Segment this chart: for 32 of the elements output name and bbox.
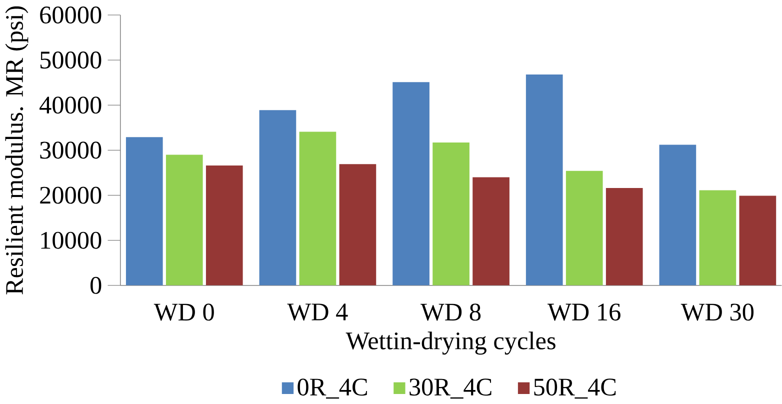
bar xyxy=(259,110,296,286)
x-tick-label: WD 30 xyxy=(680,304,754,321)
y-tick-label: 50000 xyxy=(40,52,102,69)
y-axis-title: Resilient modulus. MR (psi) xyxy=(5,6,28,294)
bar xyxy=(392,82,430,286)
x-tick-label: WD 0 xyxy=(154,304,214,321)
y-tick-label: 60000 xyxy=(40,6,102,24)
y-tick-label: 20000 xyxy=(40,186,102,204)
x-axis-title: Wettin-drying cycles xyxy=(346,332,556,355)
legend-label: 50R_4C xyxy=(534,378,616,399)
bar xyxy=(739,196,776,286)
y-tick-label: 0 xyxy=(90,276,102,294)
bar xyxy=(526,74,563,286)
bar xyxy=(126,137,163,286)
bar xyxy=(299,132,336,286)
bar xyxy=(699,190,736,286)
y-tick-label: 30000 xyxy=(40,142,102,159)
bar xyxy=(659,144,696,286)
y-tick-label: 10000 xyxy=(41,232,102,249)
bar xyxy=(606,188,643,286)
x-tick-label: WD 8 xyxy=(420,304,481,321)
bar xyxy=(166,154,203,286)
legend-label: 0R_4C xyxy=(298,378,367,399)
bar xyxy=(432,142,470,286)
x-tick-label: WD 16 xyxy=(548,304,620,321)
bar xyxy=(472,177,510,286)
bar xyxy=(339,164,376,286)
x-tick-label: WD 4 xyxy=(287,304,348,321)
y-tick-label: 40000 xyxy=(40,96,102,114)
bar xyxy=(566,170,603,286)
legend-label: 30R_4C xyxy=(410,378,492,399)
bar xyxy=(206,166,243,286)
